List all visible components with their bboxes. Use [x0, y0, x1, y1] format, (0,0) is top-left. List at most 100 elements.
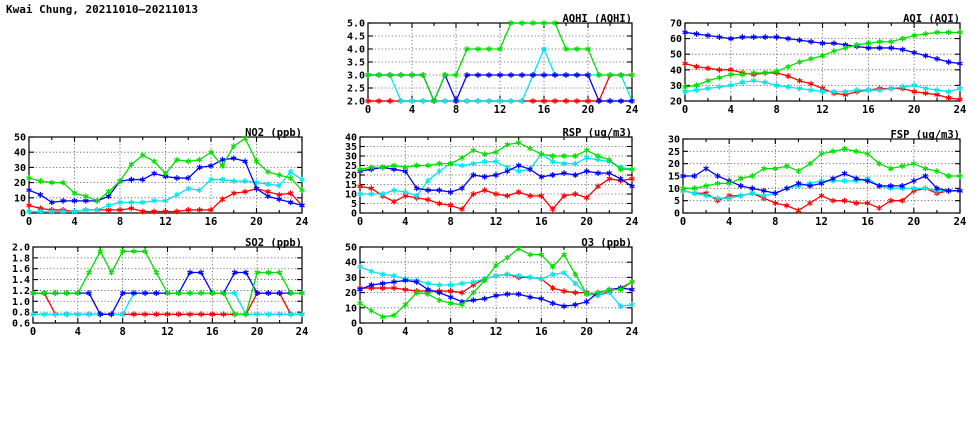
x-tick-label: 0: [357, 216, 363, 228]
x-tick-label: 0: [357, 326, 363, 338]
chart-title: SO2 (ppb): [245, 238, 302, 249]
x-tick-label: 20: [582, 104, 595, 116]
x-tick-label: 12: [815, 216, 828, 228]
x-tick-label: 20: [580, 326, 593, 338]
x-tick-label: 16: [862, 104, 875, 116]
y-tick-label: 0: [351, 319, 357, 330]
y-tick-label: 40: [14, 148, 26, 159]
y-tick-label: 0: [20, 209, 26, 220]
x-tick-label: 4: [402, 326, 408, 338]
y-tick-label: 10: [14, 193, 26, 204]
series-day4: [357, 245, 635, 320]
x-tick-label: 0: [682, 104, 688, 116]
x-tick-label: 8: [117, 216, 123, 228]
y-tick-label: 2.0: [12, 243, 30, 254]
y-tick-label: 10: [345, 190, 357, 201]
y-tick-label: 3.5: [347, 58, 365, 69]
x-tick-label: 0: [30, 326, 36, 338]
chart-o3: 0 10 20 30 40 50 0 4 8 12 16 20 24 O3 (ppb): [345, 238, 638, 339]
y-tick-label: 20: [345, 288, 357, 299]
y-tick-label: 1.2: [12, 286, 30, 297]
series-day3: [682, 29, 963, 67]
x-tick-label: 12: [490, 216, 503, 228]
y-tick-label: 15: [668, 172, 680, 183]
y-tick-label: 30: [14, 163, 26, 174]
y-tick-label: 2.5: [347, 84, 365, 95]
y-tick-label: 20: [14, 178, 26, 189]
x-tick-label: 12: [490, 326, 503, 338]
y-tick-label: 60: [670, 34, 682, 45]
x-tick-label: 8: [453, 104, 459, 116]
x-tick-label: 12: [159, 216, 172, 228]
gridlines: [360, 247, 632, 323]
series-day4: [357, 139, 635, 173]
y-tick-label: 70: [670, 19, 682, 30]
x-tick-label: 0: [26, 216, 32, 228]
y-tick-label: 4.5: [347, 32, 365, 43]
chart-title: RSP (ug/m3): [562, 128, 632, 139]
y-tick-label: 5.0: [347, 19, 365, 30]
gridlines: [368, 23, 632, 101]
series-day2: [682, 77, 963, 95]
series-day3: [26, 155, 305, 209]
y-tick-label: 35: [345, 142, 357, 153]
series-day4: [680, 145, 963, 192]
gridlines: [683, 139, 960, 213]
axis-ticks: 0.60.81.01.21.41.61.82.0 0 4 8 12 16 20 24: [12, 243, 308, 339]
x-tick-label: 24: [954, 216, 967, 228]
panel-aqi: 20 30 40 50 60 70 0 4 8 12 16 20 24 AQI (AQI): [658, 14, 968, 119]
axis-ticks: 2.0 2.5 3.0 3.5 4.0 4.5 5.0 0 4 8 12 16 20 24: [347, 19, 638, 117]
chart-aqi: 20 30 40 50 60 70 0 4 8 12 16 20 24 AQI (AQI): [670, 14, 966, 116]
y-tick-label: 30: [668, 135, 680, 146]
y-tick-label: 40: [345, 258, 357, 269]
axis-ticks: 0 10 20 30 40 50 0 4 8 12 16 20 24: [345, 243, 638, 339]
y-tick-label: 2.0: [347, 97, 365, 108]
y-tick-label: 50: [670, 50, 682, 61]
chart-aqhi: 2.0 2.5 3.0 3.5 4.0 4.5 5.0 0 4 8 12 16 20 24 AQHI (AQ…: [347, 14, 638, 117]
axis-ticks: 0 10 20 30 40 50 0 4 8 12 16 20 24: [14, 133, 308, 229]
x-tick-label: 0: [680, 216, 686, 228]
x-tick-label: 24: [626, 216, 639, 228]
y-tick-label: 30: [670, 81, 682, 92]
x-tick-label: 4: [409, 104, 415, 116]
x-tick-label: 8: [448, 326, 454, 338]
chart-title: AQHI (AQHI): [562, 14, 632, 25]
y-tick-label: 25: [668, 147, 680, 158]
chart-title: AQI (AQI): [903, 14, 960, 25]
x-tick-label: 20: [250, 216, 263, 228]
y-tick-label: 40: [670, 65, 682, 76]
x-tick-label: 12: [161, 326, 174, 338]
series-day4: [365, 20, 635, 104]
panel-fsp: 0 5 10 15 20 25 30 0 4 8 12 16 20 24 FSP (ug/m3): [658, 130, 968, 230]
y-tick-label: 5: [351, 199, 357, 210]
x-tick-label: 12: [816, 104, 829, 116]
chart-title: O3 (ppb): [581, 238, 632, 249]
y-tick-label: 1.6: [12, 264, 30, 275]
y-tick-label: 0: [351, 209, 357, 220]
panel-aqhi: 2.0 2.5 3.0 3.5 4.0 4.5 5.0 0 4 8 12 16 20 24 AQHI (AQ…: [335, 14, 640, 119]
x-tick-label: 20: [908, 104, 921, 116]
y-tick-label: 1.8: [12, 253, 30, 264]
x-tick-label: 24: [626, 326, 639, 338]
y-tick-label: 30: [345, 273, 357, 284]
x-tick-label: 8: [448, 216, 454, 228]
x-tick-label: 16: [205, 216, 218, 228]
x-tick-label: 20: [908, 216, 921, 228]
y-tick-label: 50: [345, 243, 357, 254]
y-tick-label: 10: [668, 184, 680, 195]
x-tick-label: 4: [728, 104, 734, 116]
y-tick-label: 25: [345, 161, 357, 172]
y-tick-label: 20: [670, 97, 682, 108]
panel-no2: 0 10 20 30 40 50 0 4 8 12 16 20 24 NO2 (ppb): [2, 128, 310, 230]
page-title: Kwai Chung, 20211010–20211013: [6, 3, 199, 16]
y-tick-label: 3.0: [347, 71, 365, 82]
series-day2: [26, 169, 305, 215]
series-day3: [357, 277, 635, 310]
x-tick-label: 0: [365, 104, 371, 116]
panel-rsp: 0 5 10 15 20 25 30 35 40 0 4 8 12 16 20 24 RSP (ug/m3): [335, 128, 640, 230]
chart-title: FSP (ug/m3): [890, 130, 960, 141]
chart-so2: 0.60.81.01.21.41.61.82.0 0 4 8 12 16 20 24 SO2 (…: [12, 238, 308, 339]
